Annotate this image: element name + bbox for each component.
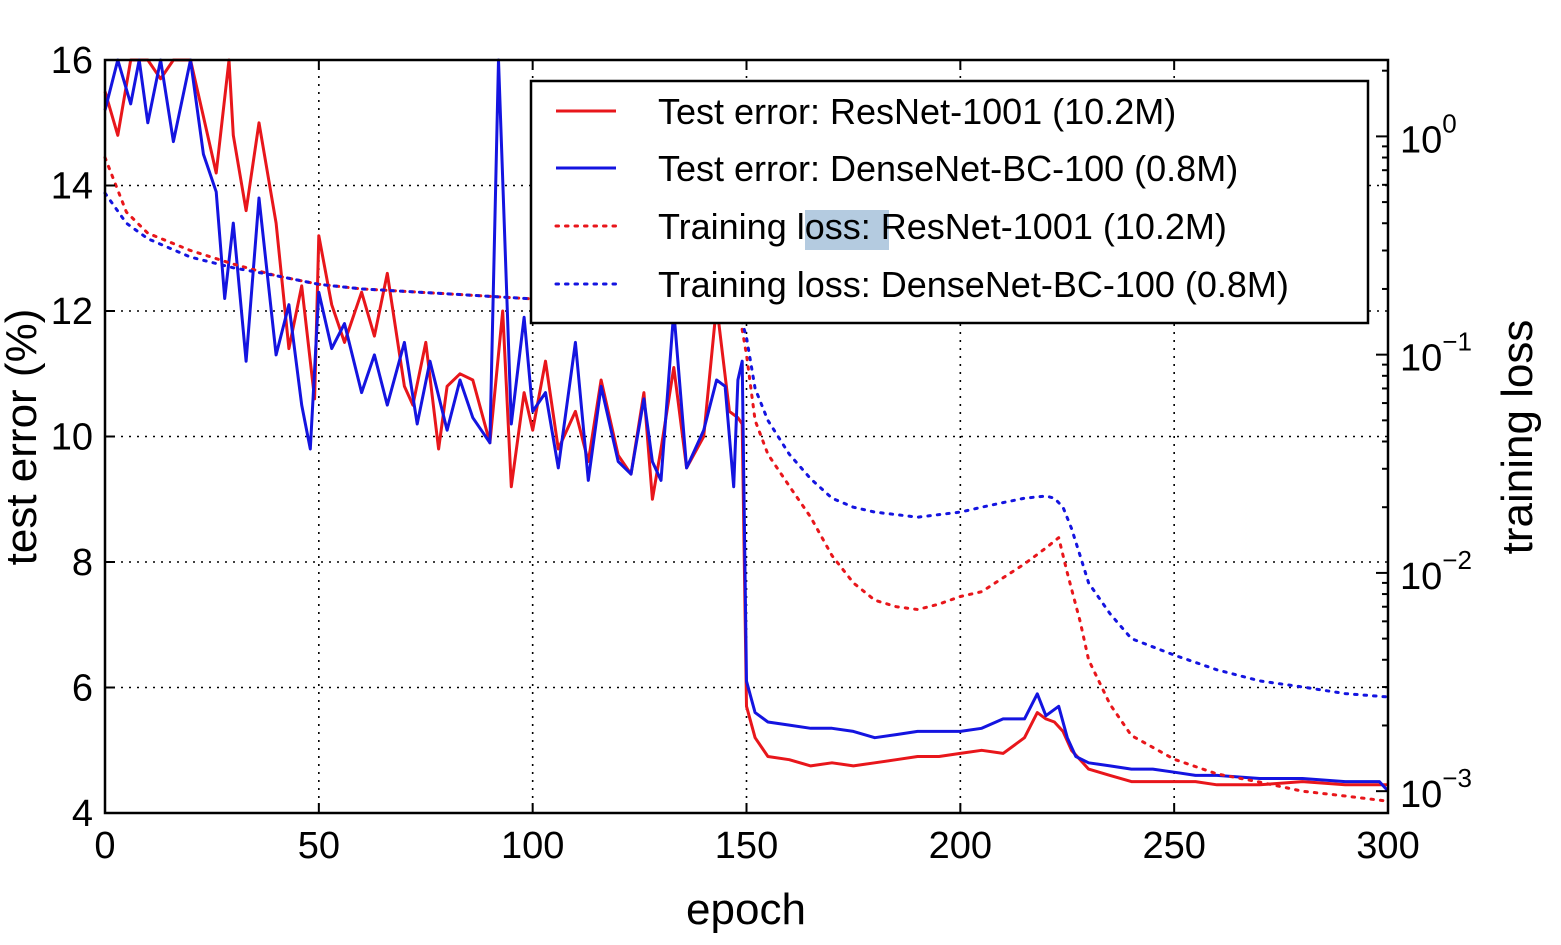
y-tick-label: 16 — [51, 40, 93, 82]
x-tick-label: 300 — [1356, 825, 1419, 867]
series-densenet-test-error — [103, 58, 1390, 793]
y-tick-label: 12 — [51, 291, 93, 333]
x-tick-label: 200 — [929, 825, 992, 867]
y-tick-label: 6 — [72, 668, 93, 710]
x-axis-label: epoch — [686, 885, 806, 934]
y-axis-label: test error (%) — [0, 309, 46, 566]
y-tick-label: 10 — [51, 417, 93, 459]
x-tick-label: 50 — [298, 825, 340, 867]
y2-tick-label: 100 — [1400, 108, 1457, 161]
x-tick-label: 100 — [501, 825, 564, 867]
text-selection-highlight — [805, 210, 889, 250]
y-tick-label: 14 — [51, 166, 93, 208]
y-tick-label: 8 — [72, 542, 93, 584]
y-tick-label: 4 — [72, 793, 93, 835]
y2-axis-label: training loss — [1493, 320, 1542, 555]
legend-label-densenet-train: Training loss: DenseNet-BC-100 (0.8M) — [658, 264, 1289, 305]
legend-frame — [529, 79, 1370, 325]
legend-label-densenet-test: Test error: DenseNet-BC-100 (0.8M) — [658, 148, 1238, 189]
legend-label-resnet-test: Test error: ResNet-1001 (10.2M) — [658, 91, 1176, 132]
legend-label-resnet-train: Training loss: ResNet-1001 (10.2M) — [658, 206, 1227, 247]
plot-series — [103, 58, 1390, 803]
y2-tick-label: 10−3 — [1400, 763, 1472, 816]
y2-tick-label: 10−1 — [1400, 327, 1472, 380]
x-tick-label: 150 — [715, 825, 778, 867]
series-densenet-training-loss — [103, 191, 1390, 699]
y2-tick-label: 10−2 — [1400, 545, 1472, 598]
axis-ticks: 0 50 100 150 200 250 300 4 6 8 10 12 14 16 100 10−1 10−2… — [51, 40, 1472, 867]
x-tick-label: 0 — [94, 825, 115, 867]
legend: Test error: ResNet-1001 (10.2M) Test err… — [529, 79, 1370, 325]
x-tick-label: 250 — [1142, 825, 1205, 867]
